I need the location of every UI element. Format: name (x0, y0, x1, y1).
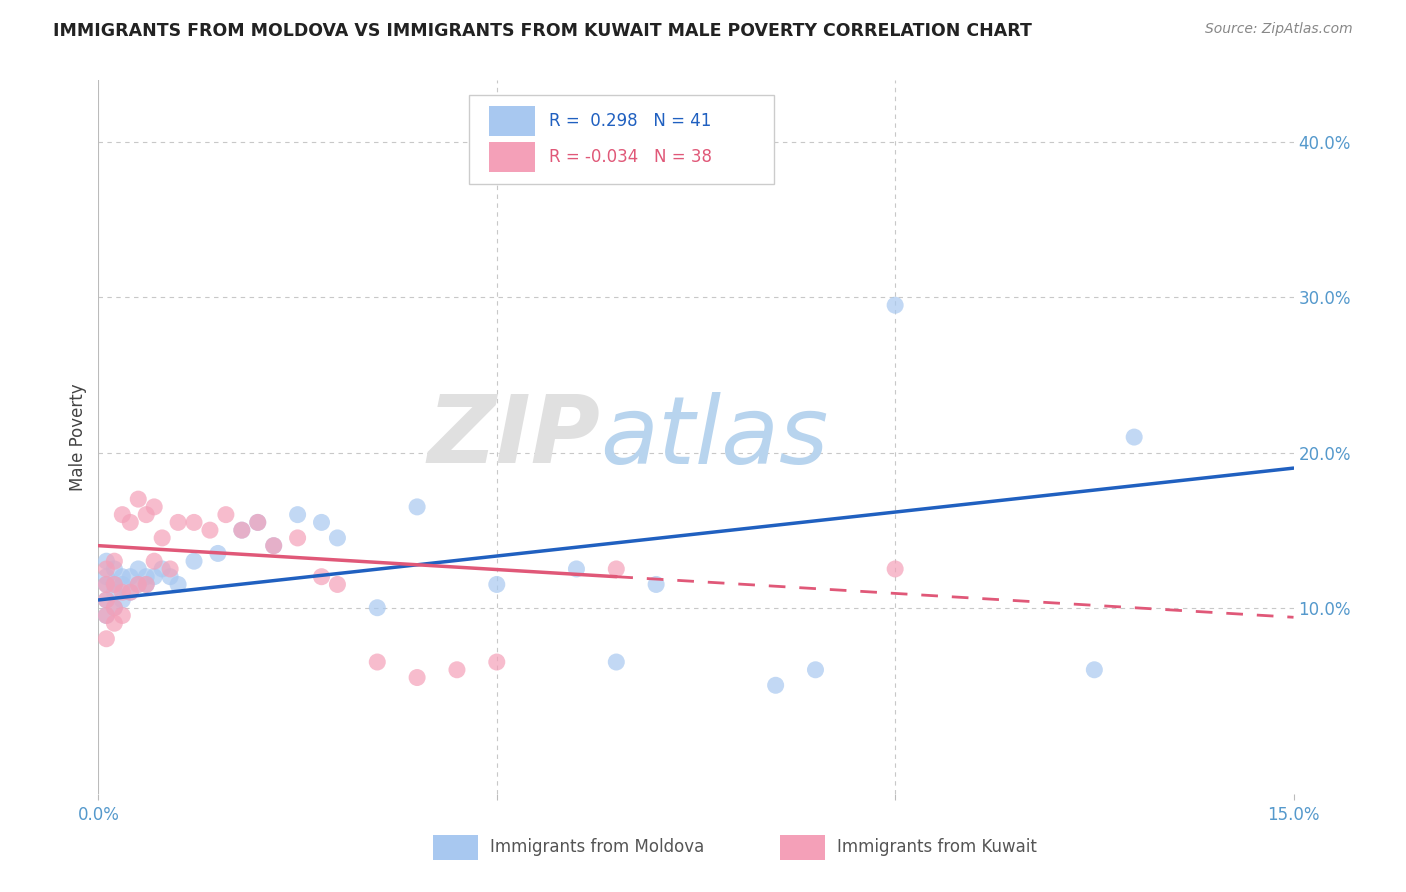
FancyBboxPatch shape (433, 835, 478, 860)
Point (96, 608, 118, 623)
Text: Source: ZipAtlas.com: Source: ZipAtlas.com (1205, 22, 1353, 37)
Point (135, 577, 157, 591)
Text: R = -0.034   N = 38: R = -0.034 N = 38 (548, 148, 711, 166)
Point (127, 492, 149, 507)
Point (143, 570, 166, 584)
Point (884, 298, 907, 312)
Text: IMMIGRANTS FROM MOLDOVA VS IMMIGRANTS FROM KUWAIT MALE POVERTY CORRELATION CHART: IMMIGRANTS FROM MOLDOVA VS IMMIGRANTS FR… (53, 22, 1032, 40)
Point (120, 585, 142, 599)
Point (96, 577, 118, 591)
Point (103, 600, 125, 615)
Point (96, 608, 118, 623)
Point (127, 562, 149, 576)
Point (215, 508, 238, 522)
Point (127, 577, 149, 591)
Point (143, 500, 166, 514)
Point (159, 570, 181, 584)
Point (231, 523, 253, 537)
Point (1123, 430, 1146, 444)
Text: ZIP: ZIP (427, 391, 600, 483)
FancyBboxPatch shape (779, 835, 825, 860)
FancyBboxPatch shape (489, 142, 534, 171)
Point (103, 562, 125, 576)
Point (96, 577, 118, 591)
Point (111, 608, 134, 623)
Point (884, 562, 907, 576)
Point (111, 593, 134, 607)
Point (485, 655, 508, 669)
Point (127, 577, 149, 591)
Point (103, 577, 125, 591)
Point (120, 570, 142, 584)
Point (183, 554, 205, 568)
Point (103, 585, 125, 599)
Point (1083, 663, 1105, 677)
Point (605, 655, 627, 669)
Point (150, 531, 173, 545)
Point (167, 577, 190, 591)
Point (111, 570, 134, 584)
Point (96, 570, 118, 584)
Point (103, 577, 125, 591)
Point (143, 554, 166, 568)
Point (326, 531, 349, 545)
FancyBboxPatch shape (489, 106, 534, 136)
Point (103, 554, 125, 568)
Point (326, 577, 349, 591)
Point (485, 577, 508, 591)
Point (103, 616, 125, 631)
Point (103, 600, 125, 615)
FancyBboxPatch shape (470, 95, 773, 184)
Text: atlas: atlas (600, 392, 828, 483)
Point (246, 516, 269, 530)
Point (150, 562, 173, 576)
Point (645, 577, 668, 591)
Point (804, 663, 827, 677)
Point (263, 539, 285, 553)
Text: Immigrants from Moldova: Immigrants from Moldova (491, 838, 704, 856)
Point (198, 523, 221, 537)
Point (120, 516, 142, 530)
Point (311, 516, 333, 530)
Point (111, 585, 134, 599)
Point (231, 523, 253, 537)
Point (446, 663, 468, 677)
Point (135, 508, 157, 522)
Point (765, 678, 787, 692)
Text: R =  0.298   N = 41: R = 0.298 N = 41 (548, 112, 711, 130)
Point (366, 655, 388, 669)
Point (159, 562, 181, 576)
Point (135, 570, 157, 584)
Point (366, 600, 388, 615)
Point (96, 593, 118, 607)
Point (287, 508, 309, 522)
Point (406, 500, 429, 514)
Point (135, 577, 157, 591)
Point (565, 562, 588, 576)
Point (207, 546, 229, 560)
Point (167, 516, 190, 530)
Text: Immigrants from Kuwait: Immigrants from Kuwait (837, 838, 1036, 856)
Point (287, 531, 309, 545)
Point (406, 671, 429, 685)
Point (111, 508, 134, 522)
Point (246, 516, 269, 530)
Point (263, 539, 285, 553)
Point (605, 562, 627, 576)
Point (311, 570, 333, 584)
Point (96, 632, 118, 646)
Point (96, 562, 118, 576)
Y-axis label: Male Poverty: Male Poverty (69, 384, 87, 491)
Point (111, 577, 134, 591)
Point (96, 554, 118, 568)
Point (96, 593, 118, 607)
Point (183, 516, 205, 530)
Point (120, 585, 142, 599)
